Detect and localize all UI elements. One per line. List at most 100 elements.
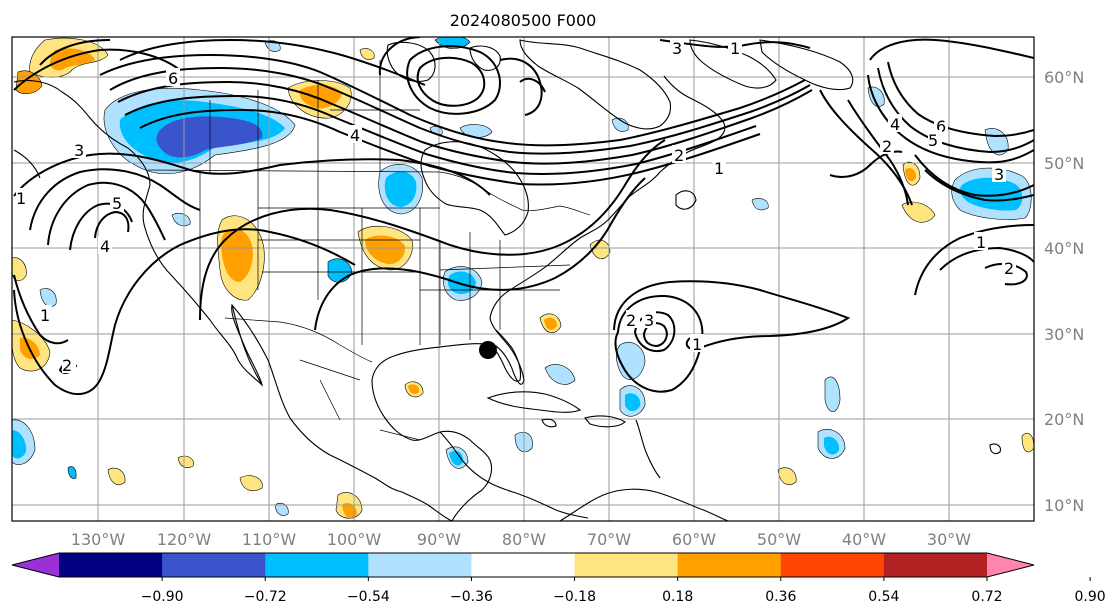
contour-line xyxy=(13,48,181,91)
lat-label: 40°N xyxy=(1044,239,1084,258)
anomaly-patch xyxy=(156,116,263,158)
contour-line xyxy=(124,94,757,175)
colorbar-tick-label: −0.54 xyxy=(347,589,390,605)
lat-label: 20°N xyxy=(1044,410,1084,429)
contour-label: 4 xyxy=(100,237,110,256)
anomaly-patch xyxy=(544,317,557,330)
contour-line xyxy=(99,53,806,147)
contour-label: 1 xyxy=(692,335,702,354)
contour-line xyxy=(13,228,356,395)
us-mexico-border xyxy=(224,317,373,363)
contour-line xyxy=(47,181,166,246)
contour-line xyxy=(877,67,1034,154)
map-title: 2024080500 F000 xyxy=(450,11,597,30)
contour-line xyxy=(869,38,1034,61)
contour-label: 4 xyxy=(890,115,900,134)
colorbar-segment xyxy=(162,553,266,577)
anomaly-patch xyxy=(239,475,263,491)
lon-label: 80°W xyxy=(502,530,546,549)
lat-label: 60°N xyxy=(1044,68,1084,87)
contour-line xyxy=(378,37,421,76)
caribbean-coastline xyxy=(584,415,626,428)
anomaly-patch xyxy=(39,288,57,307)
lon-label: 110°W xyxy=(242,530,297,549)
colorbar: −0.90 −0.72 −0.54 −0.36 −0.18 0.18 0.36 0.54 0.7… xyxy=(11,552,1105,605)
anomaly-patch xyxy=(824,376,841,412)
hudson-bay-coastline xyxy=(420,141,529,236)
contour-label: 6 xyxy=(168,69,178,88)
anomaly-patch xyxy=(171,212,191,227)
anomaly-patch xyxy=(960,177,1023,211)
contour-label: 6 xyxy=(936,117,946,136)
anomaly-patch xyxy=(12,430,27,459)
anomaly-patch xyxy=(221,228,253,282)
colorbar-segment xyxy=(780,553,885,577)
anomaly-patch xyxy=(901,201,936,223)
coastlines xyxy=(13,39,1001,521)
colorbar-over-arrow xyxy=(987,553,1034,577)
contour-line xyxy=(984,262,1028,286)
lon-label: 30°W xyxy=(927,530,971,549)
contour-line xyxy=(659,39,811,49)
contour-label: 1 xyxy=(730,39,740,58)
contour-line xyxy=(499,57,543,116)
contour-line xyxy=(139,108,761,186)
anomaly-patch xyxy=(177,455,194,469)
contour-label: 4 xyxy=(350,126,360,145)
anomaly-patch xyxy=(12,257,27,282)
colorbar-segment xyxy=(59,553,163,577)
contour-line xyxy=(314,177,646,331)
east-coastline xyxy=(509,75,726,291)
anomaly-patch xyxy=(384,171,417,207)
lat-label: 10°N xyxy=(1044,496,1084,515)
contour-label: 1 xyxy=(976,233,986,252)
map-frame xyxy=(11,36,1035,522)
lon-label: 60°W xyxy=(672,530,716,549)
contour-line xyxy=(13,274,69,345)
anomaly-patch xyxy=(365,235,406,265)
lon-label: 100°W xyxy=(327,530,382,549)
cuba-coastline xyxy=(486,391,582,413)
arctic-coastline xyxy=(519,39,672,130)
colorbar-outline xyxy=(11,552,1035,578)
colorbar-tick-label: 0.72 xyxy=(971,589,1002,605)
contour-line xyxy=(117,80,813,165)
caribbean-coastline xyxy=(541,418,557,428)
anomaly-patch xyxy=(1021,433,1034,453)
contour-line xyxy=(914,224,1034,296)
contour-line xyxy=(519,77,546,93)
anomaly-patch xyxy=(589,239,611,259)
colorbar-under-arrow xyxy=(12,553,59,577)
contour-label: 2 xyxy=(1004,259,1014,278)
arctic-coastline xyxy=(689,39,777,89)
lon-label: 70°W xyxy=(587,530,631,549)
anomaly-patch xyxy=(449,450,464,466)
contour-line xyxy=(867,74,1034,164)
latitude-labels: 60°N 50°N 40°N 30°N 20°N 10°N xyxy=(1044,68,1084,515)
colorbar-segment xyxy=(883,553,988,577)
contour-label: 3 xyxy=(672,39,682,58)
lon-label: 90°W xyxy=(417,530,461,549)
anomaly-patch xyxy=(544,364,576,385)
contour-line xyxy=(887,61,1034,138)
lat-label: 50°N xyxy=(1044,154,1084,173)
contour-line xyxy=(416,56,486,107)
contour-line xyxy=(939,246,1034,271)
contour-line xyxy=(924,169,1034,202)
anomaly-patch xyxy=(408,384,420,394)
lon-label: 50°W xyxy=(757,530,801,549)
lat-label: 30°N xyxy=(1044,325,1084,344)
colorbar-segment xyxy=(265,553,369,577)
contour-labels: 6 4 2 1 3 5 4 1 1 2 3 2 3 1 1 6 5 4 2 3 … xyxy=(16,38,1016,375)
contour-label: 5 xyxy=(928,131,938,150)
storm-position-marker xyxy=(479,341,497,359)
colorbar-tick-label: 0.18 xyxy=(662,589,693,605)
anomaly-patch xyxy=(107,467,126,485)
contour-label: 2 xyxy=(62,356,72,375)
colorbar-tick-label: 0.36 xyxy=(765,589,796,605)
contour-label: 5 xyxy=(112,194,122,213)
contour-label: 1 xyxy=(714,159,724,178)
anomaly-patch xyxy=(274,502,289,516)
newfoundland-coastline xyxy=(675,190,697,210)
anomaly-patch xyxy=(299,84,342,109)
